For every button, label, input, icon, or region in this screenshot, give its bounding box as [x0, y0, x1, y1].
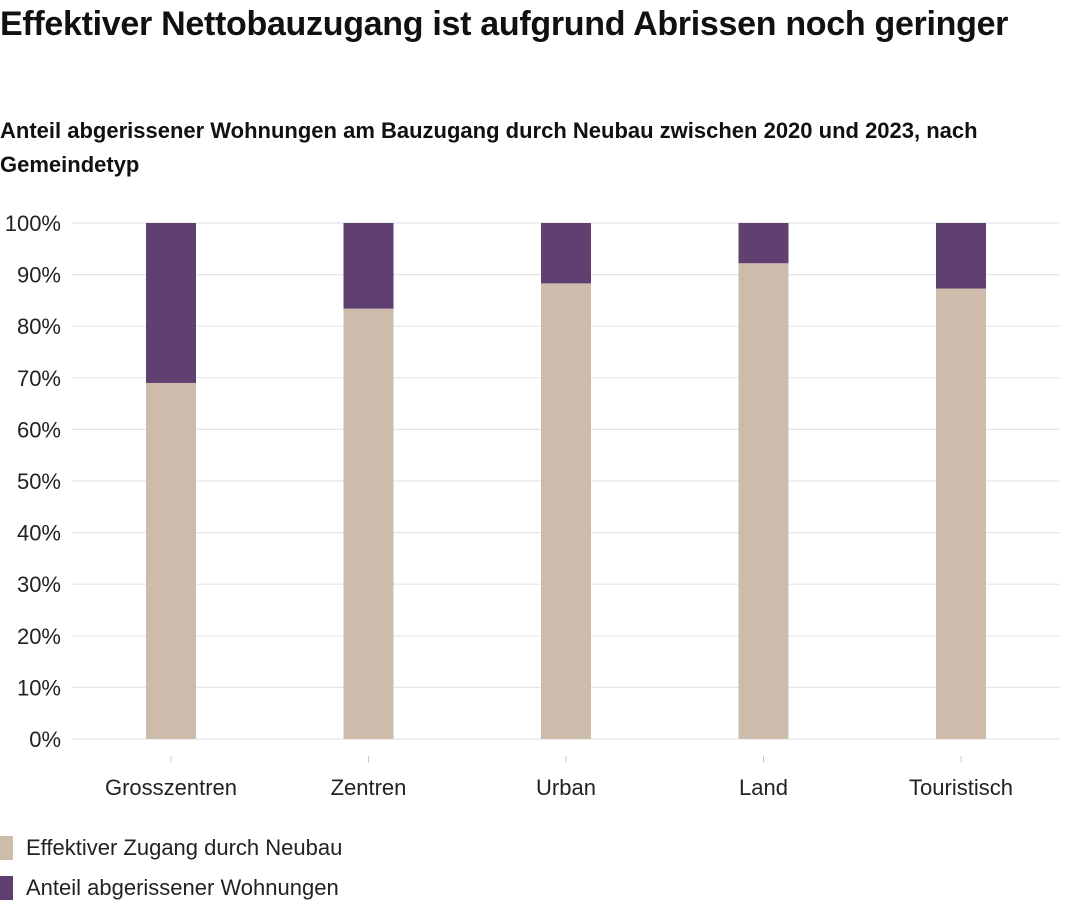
y-tick-label: 20% — [17, 624, 61, 649]
bar-segment-abriss — [343, 223, 394, 309]
bar-segment-neubau — [541, 283, 591, 739]
y-tick-label: 60% — [17, 417, 61, 442]
legend-swatch-neubau — [0, 836, 13, 860]
chart-title: Effektiver Nettobauzugang ist aufgrund A… — [0, 5, 1009, 43]
bar-segment-neubau — [738, 263, 789, 739]
y-tick-label: 100% — [5, 211, 61, 236]
legend-item-abriss: Anteil abgerissener Wohnungen — [0, 868, 342, 908]
y-tick-label: 30% — [17, 572, 61, 597]
x-tick-label: Touristisch — [909, 775, 1013, 800]
x-tick-label: Land — [739, 775, 788, 800]
bar-segment-neubau — [146, 382, 196, 739]
y-tick-label: 70% — [17, 366, 61, 391]
y-tick-label: 0% — [29, 727, 61, 752]
x-tick-label: Urban — [536, 775, 596, 800]
bar-segment-neubau — [343, 308, 394, 739]
legend-swatch-abriss — [0, 876, 13, 900]
bar-segment-abriss — [936, 223, 986, 289]
x-tick-label: Zentren — [331, 775, 407, 800]
bar-segment-neubau — [936, 288, 986, 739]
bar-segment-abriss — [738, 223, 789, 264]
y-tick-label: 40% — [17, 521, 61, 546]
y-tick-label: 90% — [17, 263, 61, 288]
x-tick-label: Grosszentren — [105, 775, 237, 800]
legend: Effektiver Zugang durch Neubau Anteil ab… — [0, 828, 342, 908]
y-tick-label: 10% — [17, 675, 61, 700]
y-tick-label: 80% — [17, 314, 61, 339]
chart-subtitle: Anteil abgerissener Wohnungen am Bauzuga… — [0, 118, 978, 177]
legend-label-neubau: Effektiver Zugang durch Neubau — [26, 835, 343, 860]
stacked-bar-chart: 0% 10% 20% 30% 40% 50% 60% 70% 80% 90% 100% Grossze… — [5, 211, 1060, 800]
bar-segment-abriss — [146, 223, 196, 383]
bar-segment-abriss — [541, 223, 591, 284]
y-tick-label: 50% — [17, 469, 61, 494]
legend-item-neubau: Effektiver Zugang durch Neubau — [0, 828, 342, 868]
legend-label-abriss: Anteil abgerissener Wohnungen — [26, 875, 339, 900]
